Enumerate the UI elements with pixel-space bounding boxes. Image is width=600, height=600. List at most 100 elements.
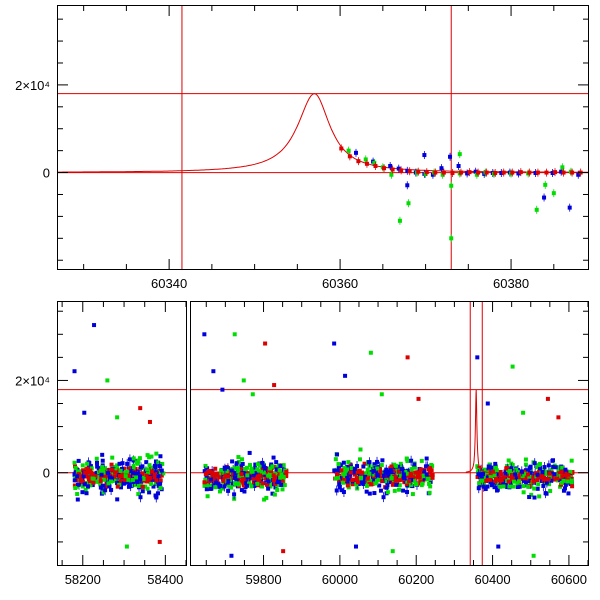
bottom-point	[113, 470, 118, 475]
bottom-point	[76, 458, 81, 463]
bottom-point	[510, 472, 515, 477]
bottom-point	[243, 467, 248, 472]
bottom-point	[375, 473, 380, 478]
bottom-point	[156, 474, 161, 479]
bottom-point	[154, 482, 159, 487]
bottom-point	[125, 480, 130, 485]
bottom-xtick-label: 60200	[398, 572, 434, 587]
bottom-point	[513, 472, 518, 477]
bottom-xtick-label: 60000	[322, 572, 358, 587]
bottom-point	[351, 470, 356, 475]
bottom-point	[149, 454, 154, 459]
bottom-point	[364, 483, 369, 488]
bottom-point	[100, 452, 105, 457]
bottom-point	[378, 467, 383, 472]
bottom-outlier	[496, 544, 501, 549]
bottom-point	[109, 479, 114, 484]
bottom-point	[521, 490, 526, 495]
bottom-point	[428, 466, 433, 471]
bottom-point	[498, 469, 503, 474]
bottom-point	[145, 453, 150, 458]
bottom-point	[88, 482, 93, 487]
bottom-point	[266, 486, 271, 491]
bottom-point	[408, 471, 413, 476]
bottom-point	[215, 478, 220, 483]
bottom-point	[270, 491, 275, 496]
bottom-point	[269, 469, 274, 474]
bottom-point	[247, 481, 252, 486]
bottom-point	[391, 478, 396, 483]
bottom-point	[140, 464, 145, 469]
bottom-point	[107, 468, 112, 473]
bottom-point	[412, 462, 417, 467]
bottom-point	[481, 467, 486, 472]
bottom-point	[159, 473, 164, 478]
bottom-point	[80, 484, 85, 489]
bottom-point	[527, 466, 532, 471]
bottom-point	[91, 477, 96, 482]
bottom-point	[532, 486, 537, 491]
bottom-point	[384, 467, 389, 472]
bottom-point	[236, 469, 241, 474]
bottom-point	[280, 487, 285, 492]
bottom-point	[552, 477, 557, 482]
bottom-point	[412, 478, 417, 483]
bottom-point	[208, 486, 213, 491]
top-point	[353, 150, 358, 155]
bottom-point	[204, 484, 209, 489]
top-point	[363, 157, 368, 162]
bottom-outlier	[241, 378, 246, 383]
bottom-point	[544, 470, 549, 475]
bottom-xtick-label: 59800	[245, 572, 281, 587]
bottom-point	[517, 476, 522, 481]
bottom-outlier	[92, 323, 97, 328]
top-point	[535, 170, 540, 175]
top-point	[422, 153, 427, 158]
bottom-outlier	[545, 396, 550, 401]
bottom-point	[405, 490, 410, 495]
bottom-point	[507, 484, 512, 489]
bottom-point	[537, 469, 542, 474]
bottom-point	[555, 476, 560, 481]
bottom-point	[226, 483, 231, 488]
bottom-point	[377, 464, 382, 469]
bottom-point	[540, 474, 545, 479]
top-point	[570, 170, 575, 175]
bottom-point	[569, 478, 574, 483]
bottom-point	[550, 471, 555, 476]
bottom-point	[505, 469, 510, 474]
bottom-point	[76, 472, 81, 477]
top-ytick-label: 0	[43, 166, 50, 181]
top-point	[339, 146, 344, 151]
top-point	[576, 172, 581, 177]
bottom-point	[565, 479, 570, 484]
bottom-point	[479, 476, 484, 481]
bottom-point	[408, 473, 413, 478]
bottom-point	[277, 468, 282, 473]
bottom-point	[215, 471, 220, 476]
bottom-point	[510, 476, 515, 481]
bottom-point	[112, 474, 117, 479]
bottom-point	[83, 488, 88, 493]
bottom-point	[121, 481, 126, 486]
bottom-point	[376, 477, 381, 482]
bottom-point	[261, 464, 266, 469]
top-data-layer	[58, 6, 588, 269]
bottom-point	[368, 478, 373, 483]
bottom-point	[549, 478, 554, 483]
bottom-outlier	[485, 401, 490, 406]
bottom-point	[361, 464, 366, 469]
bottom-point	[491, 469, 496, 474]
bottom-point	[125, 461, 130, 466]
bottom-point	[515, 481, 520, 486]
bottom-outlier	[416, 396, 421, 401]
bottom-point	[271, 478, 276, 483]
top-ticks: 60340 60360 60380 0 2×10⁴	[15, 6, 588, 291]
bottom-point	[147, 463, 152, 468]
bottom-point	[349, 466, 354, 471]
bottom-point	[109, 462, 114, 467]
bottom-point	[221, 478, 226, 483]
bottom-point	[120, 473, 125, 478]
bottom-point	[389, 476, 394, 481]
bottom-point	[565, 475, 570, 480]
